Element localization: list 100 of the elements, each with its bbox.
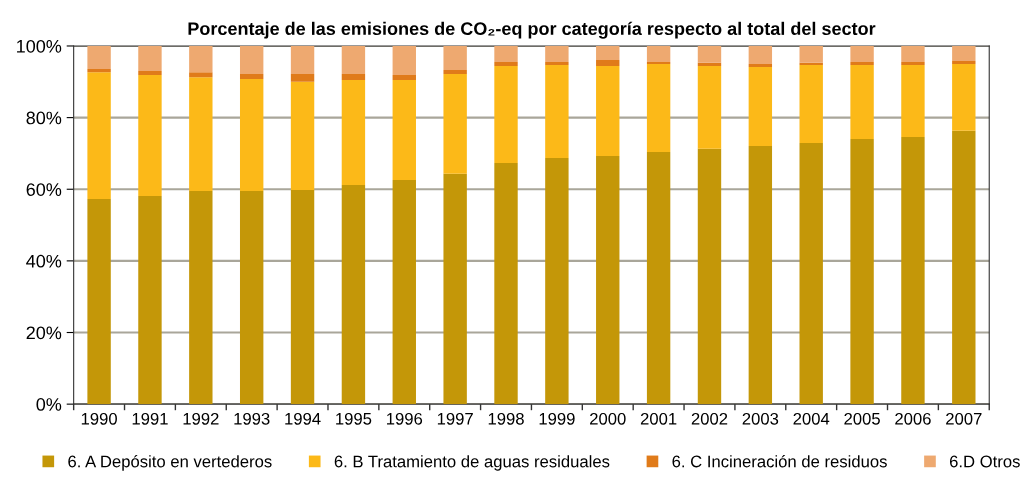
bar	[697, 66, 722, 149]
y-tick-label: 60%	[26, 183, 62, 196]
y-tick-label: 40%	[26, 254, 62, 268]
bar	[443, 69, 467, 74]
bar	[799, 62, 823, 65]
x-tick-label: 1999	[539, 412, 575, 425]
bar	[952, 130, 976, 405]
bar	[545, 64, 569, 159]
bar	[494, 66, 518, 164]
bar	[952, 61, 976, 64]
bar	[850, 62, 874, 65]
bar	[646, 45, 671, 63]
bar	[87, 45, 111, 69]
bar	[189, 191, 213, 405]
bar	[901, 62, 925, 65]
bar	[443, 45, 467, 70]
bar	[392, 179, 416, 405]
bar	[901, 64, 925, 137]
bar	[392, 45, 416, 75]
bar	[138, 71, 162, 75]
bar	[290, 189, 315, 405]
bar	[697, 45, 722, 63]
bar	[138, 74, 162, 197]
bar	[87, 72, 111, 199]
bar	[290, 45, 315, 74]
bar	[189, 72, 213, 78]
bar	[748, 67, 773, 146]
bar	[748, 45, 773, 64]
bar	[189, 77, 213, 192]
y-tick-label: 0%	[36, 398, 62, 411]
legend-label: 6. C Incineración de residuos	[672, 454, 887, 468]
x-tick-label: 2002	[691, 412, 728, 425]
bar	[189, 45, 213, 73]
bar	[850, 45, 874, 63]
x-tick-label: 1992	[183, 412, 219, 425]
bar	[596, 155, 620, 405]
bar	[850, 139, 874, 405]
bar	[494, 45, 518, 63]
bar	[697, 148, 722, 405]
x-tick-label: 1995	[336, 412, 372, 425]
bar	[545, 158, 569, 405]
bar	[341, 184, 366, 405]
bar	[443, 73, 467, 174]
y-tick-label: 20%	[26, 326, 62, 340]
bar	[87, 68, 111, 73]
bar	[596, 66, 620, 156]
bar	[799, 143, 823, 405]
bar	[392, 80, 416, 180]
x-tick-label: 2004	[793, 412, 830, 425]
bar	[494, 163, 518, 405]
y-tick-label: 80%	[26, 111, 62, 125]
x-tick-label: 1998	[488, 412, 524, 425]
x-tick-label: 1990	[81, 412, 117, 425]
bar	[341, 80, 366, 185]
x-tick-label: 2006	[895, 412, 931, 425]
bar	[392, 74, 416, 81]
bar	[646, 63, 671, 152]
bar	[494, 62, 518, 67]
bar	[952, 63, 976, 131]
x-tick-label: 1991	[132, 412, 168, 425]
x-tick-label: 1993	[234, 412, 270, 425]
legend-label: 6.D Otros	[949, 455, 1020, 468]
bar	[799, 64, 823, 144]
chart-title: Porcentaje de las emisiones de CO₂-eq por categoría respecto al total del sector	[188, 21, 876, 39]
bar	[239, 73, 264, 79]
bar	[290, 81, 315, 190]
x-tick-label: 2005	[844, 412, 880, 425]
bar	[87, 198, 111, 405]
bar	[545, 45, 569, 63]
bar	[138, 196, 162, 405]
bar	[138, 45, 162, 72]
bar	[697, 62, 722, 67]
x-tick-label: 1997	[437, 412, 473, 425]
legend-label: 6. B Tratamiento de aguas residuales	[334, 455, 610, 471]
bar	[239, 191, 264, 405]
bar	[748, 145, 773, 405]
x-tick-label: 2000	[590, 412, 626, 425]
x-tick-label: 1996	[387, 412, 423, 425]
bar	[239, 78, 264, 192]
bar	[341, 45, 366, 74]
bar	[901, 136, 925, 405]
bar	[341, 73, 366, 81]
y-tick-label: 100%	[17, 39, 62, 53]
bar	[290, 73, 315, 82]
x-tick-label: 1994	[285, 412, 321, 425]
x-tick-label: 2007	[946, 412, 982, 425]
legend-label: 6. A Depósito en vertederos	[68, 454, 272, 471]
bar	[596, 45, 620, 60]
bar	[952, 45, 976, 62]
bar	[799, 45, 823, 63]
bar	[850, 64, 874, 140]
bar	[443, 173, 467, 405]
bar	[596, 59, 620, 67]
bar	[545, 62, 569, 65]
bar	[646, 152, 671, 405]
bar	[901, 45, 925, 63]
x-tick-label: 2003	[742, 412, 779, 425]
bar	[239, 45, 264, 74]
bar	[748, 63, 773, 68]
x-tick-label: 2001	[640, 412, 677, 425]
